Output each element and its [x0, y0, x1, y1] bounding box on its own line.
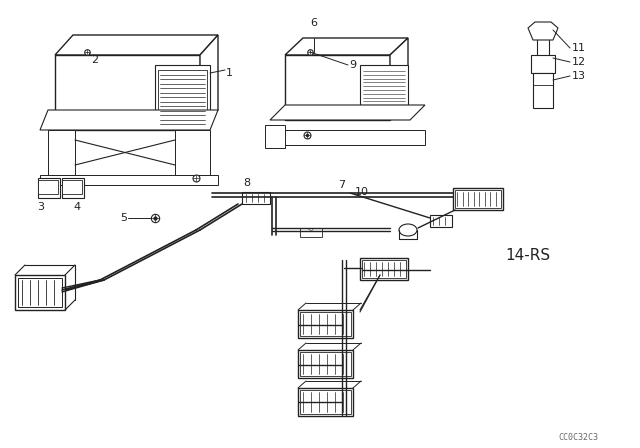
- Bar: [298, 350, 353, 378]
- Polygon shape: [390, 38, 408, 120]
- Text: SZ: SZ: [307, 228, 315, 233]
- Text: 9: 9: [349, 60, 356, 70]
- Polygon shape: [200, 35, 218, 130]
- Polygon shape: [55, 35, 218, 55]
- Text: 12: 12: [572, 57, 586, 67]
- Ellipse shape: [399, 224, 417, 236]
- Bar: [300, 228, 322, 237]
- Bar: [38, 180, 58, 194]
- Bar: [62, 180, 82, 194]
- Polygon shape: [40, 110, 218, 130]
- Text: 3: 3: [37, 202, 44, 212]
- Bar: [158, 70, 207, 120]
- Bar: [298, 388, 353, 416]
- Text: 13: 13: [572, 71, 586, 81]
- Bar: [242, 192, 270, 204]
- Polygon shape: [270, 130, 425, 145]
- Bar: [360, 258, 408, 280]
- Bar: [455, 190, 501, 208]
- Bar: [360, 65, 408, 105]
- Polygon shape: [285, 38, 408, 55]
- Text: 1: 1: [226, 68, 233, 78]
- Polygon shape: [265, 125, 285, 148]
- Polygon shape: [528, 22, 558, 40]
- Bar: [62, 178, 84, 198]
- Text: CC0C32C3: CC0C32C3: [558, 432, 598, 441]
- Bar: [533, 73, 553, 108]
- Bar: [38, 178, 60, 198]
- Text: 11: 11: [572, 43, 586, 53]
- Text: 8: 8: [243, 178, 250, 188]
- Bar: [453, 188, 503, 210]
- Text: 5: 5: [120, 213, 127, 223]
- Text: 10: 10: [355, 187, 369, 197]
- Text: 2: 2: [91, 55, 98, 65]
- Polygon shape: [175, 130, 210, 175]
- Bar: [155, 65, 210, 125]
- Bar: [531, 55, 555, 73]
- Bar: [430, 215, 452, 227]
- Bar: [362, 260, 406, 278]
- Polygon shape: [285, 55, 390, 120]
- Polygon shape: [40, 175, 218, 185]
- Bar: [298, 310, 353, 338]
- Bar: [300, 390, 351, 414]
- Polygon shape: [55, 55, 200, 130]
- Polygon shape: [270, 105, 425, 120]
- Text: 7: 7: [338, 180, 345, 190]
- Polygon shape: [48, 130, 75, 175]
- Text: 14-RS: 14-RS: [505, 247, 550, 263]
- Text: 6: 6: [310, 18, 317, 28]
- Bar: [300, 312, 351, 336]
- Text: 4: 4: [73, 202, 80, 212]
- Bar: [18, 278, 62, 307]
- Polygon shape: [15, 275, 65, 310]
- Bar: [300, 352, 351, 376]
